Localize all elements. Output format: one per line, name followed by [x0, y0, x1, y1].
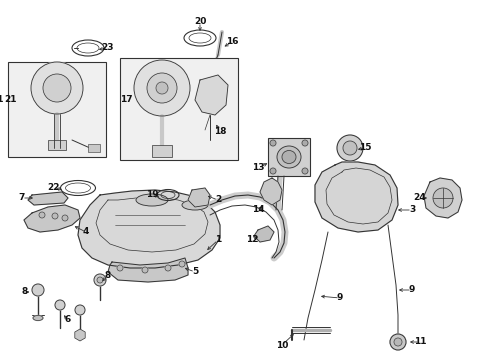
Text: 16: 16 [225, 37, 238, 46]
Text: 12: 12 [245, 235, 258, 244]
Text: 9: 9 [336, 293, 343, 302]
Text: 7: 7 [19, 193, 25, 202]
Circle shape [269, 168, 275, 174]
Circle shape [117, 265, 123, 271]
Circle shape [142, 267, 148, 273]
Polygon shape [253, 226, 273, 242]
Text: 19: 19 [145, 190, 158, 199]
Text: 3: 3 [408, 206, 414, 215]
Text: 5: 5 [191, 267, 198, 276]
Text: 24: 24 [413, 193, 426, 202]
Text: 4: 4 [82, 228, 89, 237]
Bar [152, 145, 172, 157]
Text: 2: 2 [214, 195, 221, 204]
Ellipse shape [136, 194, 168, 206]
Polygon shape [28, 192, 68, 205]
Circle shape [336, 135, 362, 161]
Circle shape [269, 140, 275, 146]
Circle shape [39, 212, 45, 218]
Polygon shape [78, 190, 220, 268]
Circle shape [302, 140, 307, 146]
Circle shape [389, 334, 405, 350]
Circle shape [43, 74, 71, 102]
Polygon shape [423, 178, 461, 218]
Text: 9: 9 [408, 285, 414, 294]
Circle shape [393, 338, 401, 346]
Circle shape [302, 168, 307, 174]
Polygon shape [314, 162, 397, 232]
Ellipse shape [276, 146, 301, 168]
Ellipse shape [282, 150, 295, 163]
Polygon shape [187, 188, 209, 207]
Bar [267, 138, 309, 176]
Text: 23: 23 [102, 44, 114, 53]
Text: 21: 21 [0, 95, 4, 104]
Circle shape [94, 274, 106, 286]
Bar [120, 58, 238, 160]
Bar [48, 140, 66, 150]
Text: 21: 21 [4, 95, 17, 104]
Text: 11: 11 [413, 338, 426, 346]
Text: 22: 22 [48, 184, 60, 193]
Circle shape [342, 141, 356, 155]
Circle shape [32, 284, 44, 296]
Text: 1: 1 [214, 235, 221, 244]
Circle shape [97, 277, 103, 283]
Bar [8, 62, 106, 157]
Circle shape [164, 265, 171, 271]
Circle shape [432, 188, 452, 208]
Text: 17: 17 [120, 95, 132, 104]
Polygon shape [108, 258, 187, 282]
Polygon shape [195, 75, 227, 115]
Text: 8: 8 [104, 271, 111, 280]
Circle shape [75, 305, 85, 315]
Circle shape [179, 261, 184, 267]
Text: 20: 20 [193, 18, 206, 27]
Circle shape [147, 73, 177, 103]
Ellipse shape [33, 315, 43, 320]
Text: 18: 18 [213, 127, 226, 136]
Text: 6: 6 [65, 315, 71, 324]
Circle shape [55, 300, 65, 310]
Text: 10: 10 [275, 341, 287, 350]
Text: 8: 8 [22, 288, 28, 297]
Bar [88, 144, 100, 152]
Text: 15: 15 [358, 144, 370, 153]
Text: 13: 13 [251, 163, 264, 172]
Circle shape [31, 62, 83, 114]
Circle shape [134, 60, 190, 116]
Text: 14: 14 [251, 206, 264, 215]
Polygon shape [260, 178, 282, 205]
Polygon shape [24, 205, 80, 232]
Circle shape [62, 215, 68, 221]
Circle shape [52, 213, 58, 219]
Ellipse shape [182, 200, 207, 210]
Circle shape [156, 82, 168, 94]
